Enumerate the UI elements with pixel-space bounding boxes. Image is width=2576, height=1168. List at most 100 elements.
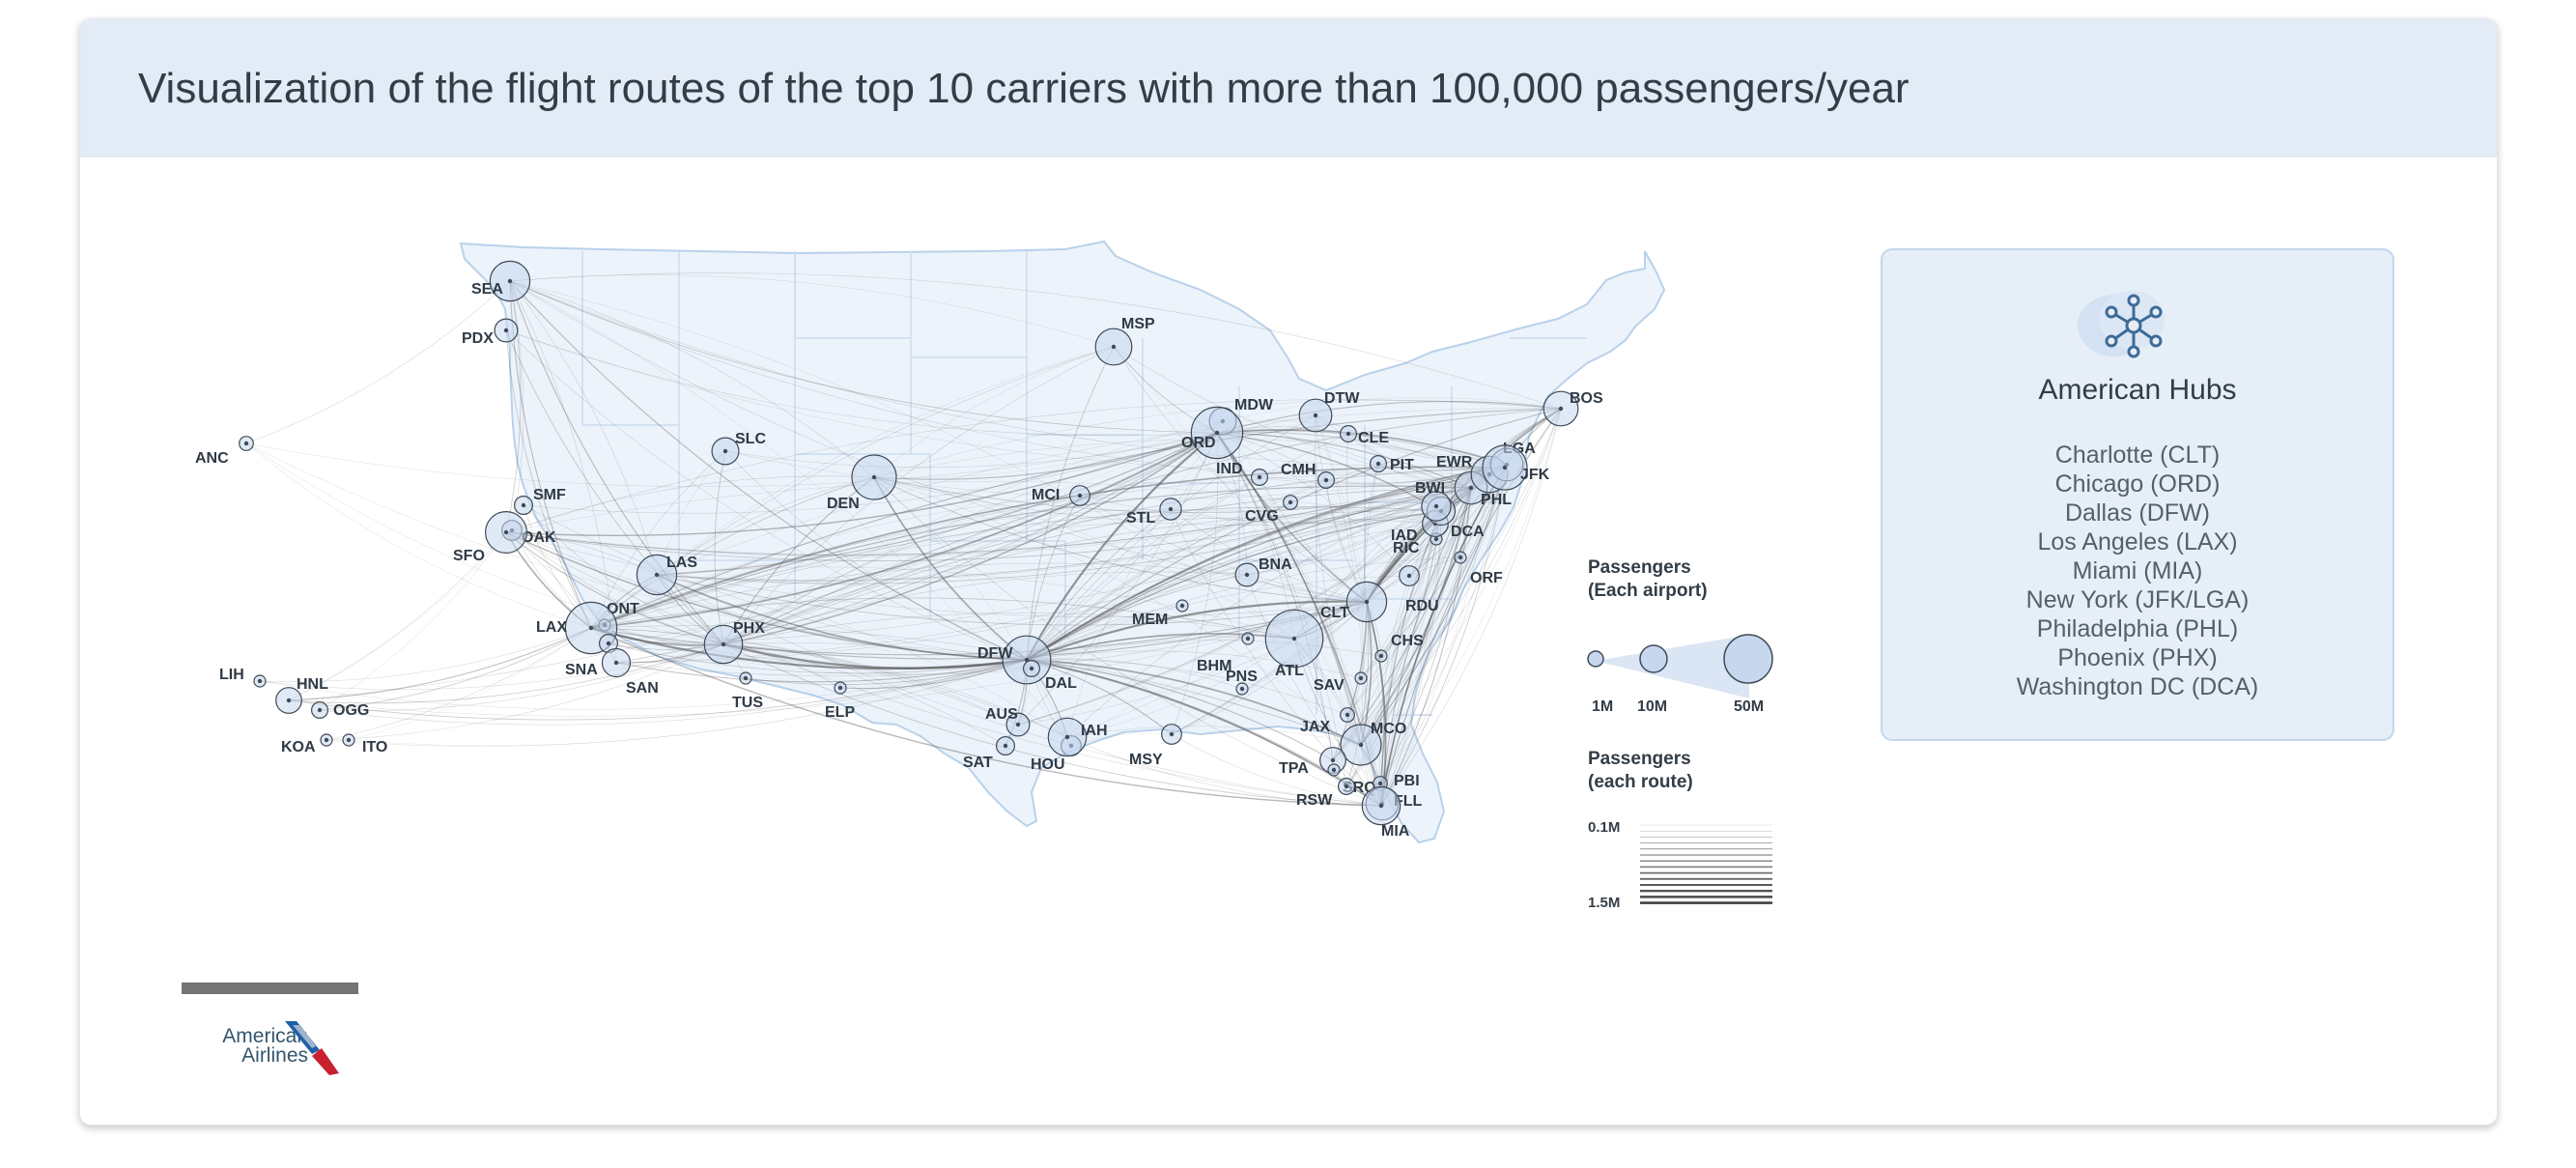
route-line [1246,510,1442,576]
route-line [1017,432,1218,726]
airport-dot [243,441,249,446]
route-line [523,432,1218,514]
hub-item: Miami (MIA) [2072,557,2203,584]
airport-label: ANC [195,450,229,467]
route-line [1216,432,1334,761]
airport-legend-circle-medium [1639,644,1668,673]
route-line [326,627,592,741]
airport-label: BHM [1197,658,1231,674]
airport-dot [257,678,263,684]
route-line [288,531,507,701]
route-line [656,487,1472,584]
route-line [1170,508,1382,807]
route-line [1026,658,1243,690]
airport-label: DAL [1045,675,1077,692]
route-line [509,280,875,478]
route-line [722,476,875,645]
route-line [1216,429,1508,466]
route-line [1026,659,1334,761]
hub-item: New York (JFK/LGA) [2025,586,2250,613]
route-line [245,442,1028,661]
logo-text: American Airlines [222,1026,308,1066]
route-line [724,450,1028,661]
route-line [608,467,1506,644]
airport-dot [1291,636,1297,641]
route-line [1026,659,1348,716]
airport-marker: JAX [1300,707,1355,735]
route-line [722,571,1248,645]
route-line [505,399,1562,533]
airport-label: PNS [1226,669,1258,685]
airport-label: TUS [732,695,763,711]
route-line [1025,600,1369,662]
route-line [1380,473,1490,807]
airport-marker: SLC [711,431,766,466]
route-line [1026,635,1249,661]
airport-dot [1245,636,1251,641]
hub-item: Chicago (ORD) [2054,470,2221,498]
route-line [873,476,1068,738]
route-width-legend: Passengers (each route) 0.1M 1.5M [1588,749,1772,911]
route-map: SEA PDX ANC SLC SMF OAK SFO LAS ONT LAX SNA SAN PHX T… [195,240,1773,911]
airport-legend-label-10m: 10M [1637,698,1667,715]
airport-marker: ORF [1454,551,1503,586]
route-line [509,280,658,576]
route-line [288,529,513,701]
route-line [1408,408,1562,577]
airport-dot [503,529,509,535]
route-line [1026,501,1291,661]
airport-marker: CHS [1374,633,1424,663]
airport-label: SAN [626,680,659,697]
route-line [1066,726,1362,746]
route-line [656,473,1490,583]
route-line [722,432,1218,645]
airport-dot [1433,503,1439,509]
route-line [505,329,724,645]
route-line [1026,633,1295,661]
airports: SEA PDX ANC SLC SMF OAK SFO LAS ONT LAX SNA SAN PHX T… [195,260,1603,840]
airport-label: BOS [1570,390,1603,407]
route-line [656,408,1562,576]
route-line [505,531,1368,618]
route-line [509,280,1068,738]
airport-marker: ELP [825,681,855,721]
hub-item: Los Angeles (LAX) [2037,528,2238,556]
route-line [722,467,1506,645]
route-line [1026,433,1349,661]
airport-dot [1003,743,1008,749]
route-line [656,420,1224,576]
airport-label: CMH [1281,462,1316,478]
airport-label: PHX [733,620,765,637]
route-line [1381,408,1562,805]
route-line [1066,638,1295,738]
route-line [1017,487,1472,726]
route-line [590,625,1362,746]
airport-dot [503,328,509,333]
airport-marker: SEA [471,260,531,302]
route-line [722,643,1006,747]
airport-label: KOA [281,739,316,755]
route-line [722,510,1442,645]
airport-dot [1169,731,1175,737]
airport-legend-title-2: (Each airport) [1588,581,1708,601]
airport-legend-circle-small [1587,650,1604,668]
airport-marker: DTW [1298,390,1360,433]
route-line [656,467,1506,582]
route-line [505,531,1382,807]
route-line [1216,432,1347,787]
route-line [590,627,1019,726]
airport-dot [1468,485,1474,491]
route-line [1026,575,1410,661]
airport-dot [1433,536,1439,542]
logo-divider [182,983,358,994]
airport-label: SAV [1314,677,1345,694]
airport-legend-label-1m: 1M [1592,698,1613,715]
route-line [1026,508,1172,661]
airport-marker: RDU [1399,565,1439,614]
route-line [656,574,1368,626]
route-line [505,467,1506,556]
route-line [1380,510,1442,807]
route-line [1026,467,1506,661]
route-line [590,408,1562,629]
route-line [1026,523,1436,661]
